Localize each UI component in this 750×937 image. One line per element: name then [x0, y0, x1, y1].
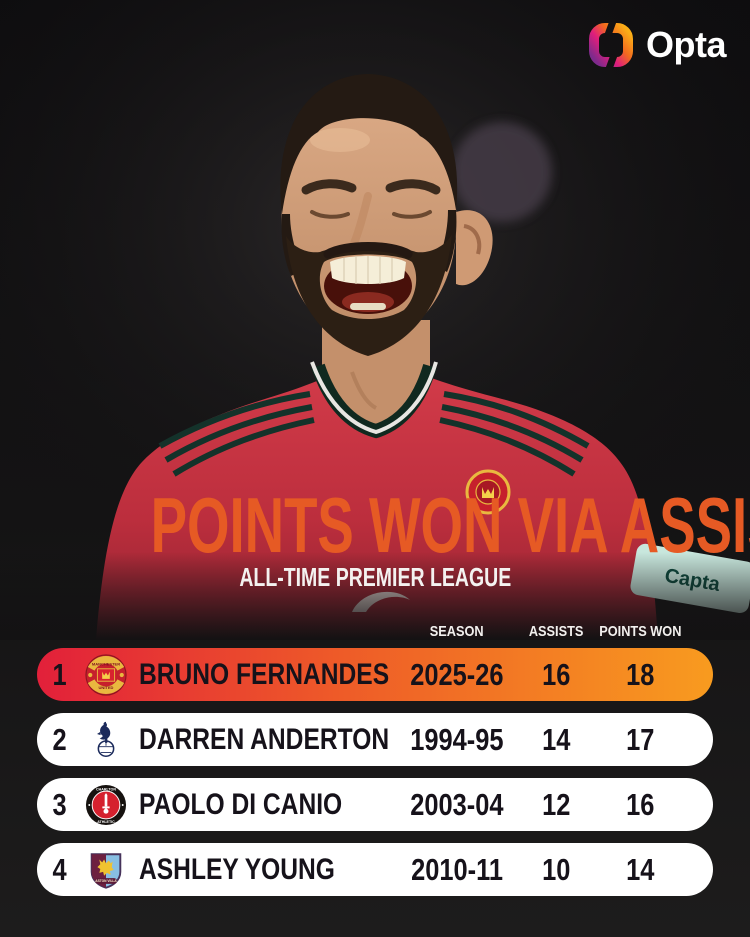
assists-cell: 12 — [541, 786, 571, 822]
club-badge-cell — [83, 719, 129, 761]
opta-brand: Opta — [588, 22, 727, 68]
points-cell: 16 — [625, 786, 655, 822]
bottom-fade — [0, 552, 750, 640]
player-name: PAOLO DI CANIO — [139, 787, 343, 821]
rank-cell: 1 — [52, 656, 68, 692]
club-badge-cell: ASTON VILLA — [83, 849, 129, 891]
assists-cell: 10 — [541, 851, 571, 887]
rank-cell: 2 — [52, 721, 68, 757]
page-title-text: POINTS WON VIA ASSISTS — [150, 481, 750, 569]
column-headers: SEASON ASSISTS POINTS WON — [37, 618, 713, 644]
points-won-header: POINTS WON — [598, 622, 682, 640]
player-name: DARREN ANDERTON — [139, 722, 390, 756]
charlton-athletic-badge: CHARLTON ATHLETIC — [85, 784, 127, 825]
page-subtitle-text: ALL-TIME PREMIER LEAGUE — [239, 562, 511, 593]
table-row: 2 DARREN ANDERTON 1994-95 14 17 — [37, 713, 713, 766]
tottenham-hotspur-badge — [97, 721, 115, 757]
aston-villa-badge: ASTON VILLA — [90, 852, 122, 889]
rank-cell: 3 — [52, 786, 68, 822]
chest-crest — [465, 469, 511, 515]
season-cell: 2010-11 — [411, 851, 503, 887]
rank-cell: 4 — [52, 851, 68, 887]
table-row: 1 MANCHESTER UNITED BRUNO FERNANDES 2025… — [37, 648, 713, 701]
table-row: 4 ASTON VILLA ASHLEY YOUNG 2010-11 10 14 — [37, 843, 713, 896]
points-cell: 18 — [625, 656, 655, 692]
neck-shading — [350, 371, 378, 410]
stats-table: SEASON ASSISTS POINTS WON 1 MANCHESTER U… — [37, 618, 713, 908]
badge-text-bottom: ATHLETIC — [97, 819, 115, 823]
background-circle — [452, 122, 552, 222]
assists-cell: 16 — [541, 656, 571, 692]
page-title: POINTS WON VIA ASSISTS — [0, 481, 750, 569]
title-block: POINTS WON VIA ASSISTS ALL-TIME PREMIER … — [0, 481, 750, 593]
season-cell: 1994-95 — [410, 721, 504, 757]
shirt-collar — [310, 361, 438, 439]
points-cell: 17 — [625, 721, 655, 757]
badge-text-top: MANCHESTER — [92, 661, 120, 666]
badge-text-bottom: ASTON VILLA — [95, 879, 117, 883]
player-name: ASHLEY YOUNG — [139, 852, 335, 886]
table-row: 3 CHARLTON ATHLETIC PAOLO DI CANIO 2003-… — [37, 778, 713, 831]
player-photo: Capta — [0, 0, 750, 640]
player-beard-mouth — [286, 234, 452, 356]
assists-header: ASSISTS — [528, 622, 584, 640]
points-cell: 14 — [625, 851, 655, 887]
badge-text-top: CHARLTON — [96, 787, 116, 791]
opta-wordmark: Opta — [645, 24, 727, 65]
season-header: SEASON — [430, 622, 484, 640]
manchester-united-badge: MANCHESTER UNITED — [85, 653, 127, 696]
player-name: BRUNO FERNANDES — [139, 657, 390, 691]
club-badge-cell: CHARLTON ATHLETIC — [83, 784, 129, 826]
season-cell: 2003-04 — [410, 786, 504, 822]
opta-logo-icon — [588, 22, 633, 68]
club-badge-cell: MANCHESTER UNITED — [83, 653, 129, 696]
season-cell: 2025-26 — [410, 656, 504, 692]
player-hair — [280, 74, 458, 214]
page-subtitle: ALL-TIME PREMIER LEAGUE — [0, 562, 750, 593]
assists-cell: 14 — [541, 721, 571, 757]
badge-text-bottom: UNITED — [99, 684, 114, 689]
